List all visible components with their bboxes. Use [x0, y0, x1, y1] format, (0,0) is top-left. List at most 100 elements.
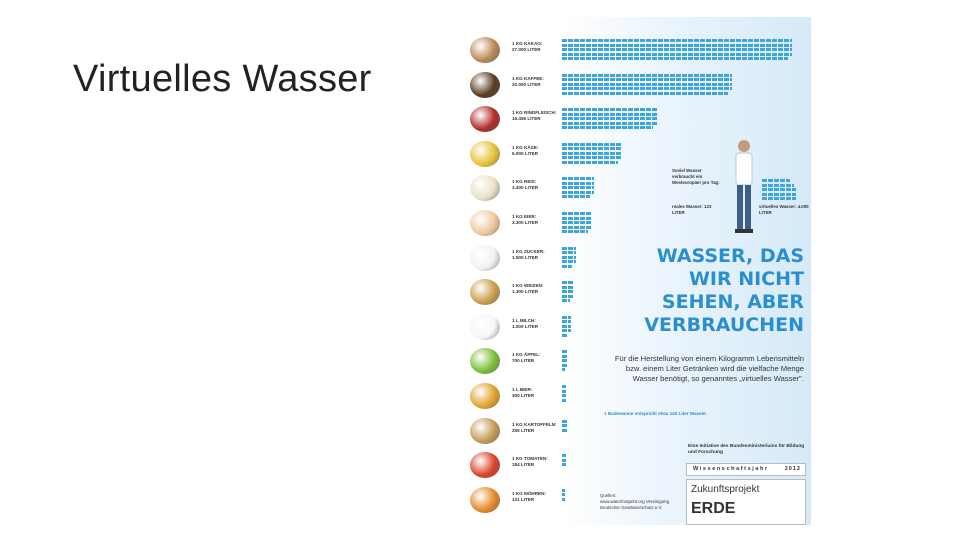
water-bar	[562, 359, 568, 363]
water-bars	[562, 212, 592, 235]
potatoes-icon	[470, 417, 500, 444]
water-bar	[562, 216, 592, 220]
wissenschaftsjahr-label: Wissenschaftsjahr	[693, 466, 769, 472]
headline: WASSER, DAS WIR NICHT SEHEN, ABER VERBRA…	[644, 245, 804, 336]
water-bar	[562, 39, 792, 42]
food-row-coffee: 1 KG KAKAO: 27.000 LITER	[454, 35, 792, 69]
water-bar	[562, 454, 566, 458]
water-bar	[562, 294, 574, 298]
water-bar	[562, 108, 657, 112]
food-label: 1 KG REIS: 3.400 LITER	[512, 179, 539, 191]
water-bar	[562, 488, 565, 492]
water-bar	[562, 221, 592, 224]
poster-image: 1 KG KAKAO: 27.000 LITER 1 KG KAFFEE: 20.00…	[454, 17, 811, 525]
food-row-beef: 1 KG RINDFLEISCH: 15.455 LITER	[454, 104, 657, 138]
coffee-beans-icon	[470, 71, 500, 98]
slide-title: Virtuelles Wasser	[73, 58, 372, 100]
food-label: 1 KG KAFFEE: 20.000 LITER	[512, 75, 544, 87]
water-bars	[562, 73, 732, 97]
bathtub-legend: 1 Badewanne entspricht etwa 140 Liter Wa…	[604, 411, 707, 416]
water-bars	[562, 177, 594, 200]
water-bar	[562, 320, 571, 324]
food-row-cheese: 1 KG KÄSE: 5.000 LITER	[454, 139, 654, 173]
water-bar	[562, 264, 572, 268]
water-bar	[562, 126, 653, 130]
water-bar	[562, 329, 571, 333]
cheese-icon	[470, 140, 500, 167]
water-bar	[562, 493, 565, 497]
water-bar	[562, 285, 574, 289]
water-bar	[562, 463, 566, 467]
water-bar	[562, 363, 568, 367]
water-bar	[562, 117, 657, 121]
beef-icon	[470, 106, 500, 133]
water-bar	[562, 147, 622, 151]
food-row-carrots: 1 KG MÖHREN: 131 LITER	[454, 485, 654, 519]
food-row-apple: 1 KG ÄPFEL: 700 LITER	[454, 346, 654, 380]
water-bar	[562, 281, 574, 285]
water-bars	[562, 419, 567, 443]
food-label: 1 KG WEIZEN: 1.300 LITER	[512, 283, 544, 295]
carrots-icon	[470, 486, 500, 513]
water-bar	[562, 121, 657, 125]
water-bars	[562, 454, 566, 477]
food-label: 1 KG RINDFLEISCH: 15.455 LITER	[512, 110, 557, 122]
sources: Quellen: www.waterfootprint.org Vereinig…	[600, 493, 680, 511]
food-row-sugar: 1 KG ZUCKER: 1.500 LITER	[454, 243, 654, 277]
water-bar	[562, 57, 788, 60]
water-bar	[562, 424, 567, 428]
water-bars	[562, 315, 571, 339]
sources-text: www.waterfootprint.org Vereinigung Deuts…	[600, 499, 670, 510]
milk-icon	[470, 313, 500, 340]
water-bar	[562, 354, 568, 358]
tomatoes-icon	[470, 452, 500, 479]
water-bar	[562, 73, 732, 77]
water-bar	[562, 230, 588, 233]
food-label: 1 L BIER: 300 LITER	[512, 387, 535, 398]
water-bar	[562, 142, 622, 146]
food-row-rice: 1 KG REIS: 3.400 LITER	[454, 173, 654, 207]
food-label: 1 L MILCH: 1.000 LITER	[512, 317, 539, 329]
water-bar	[562, 91, 728, 95]
water-bar	[562, 428, 567, 432]
water-bar	[562, 398, 566, 402]
water-bar	[562, 458, 566, 462]
rice-icon	[470, 175, 500, 202]
water-bar	[562, 350, 568, 354]
water-bars	[562, 246, 576, 270]
water-bar	[562, 497, 565, 501]
year-label: 2012	[784, 466, 801, 472]
water-bar	[562, 419, 567, 423]
real-water-note: reales Wasser: 123 LITER	[672, 204, 712, 215]
water-bar	[562, 260, 576, 264]
water-bar	[562, 82, 732, 86]
water-bar	[562, 160, 618, 164]
water-bar	[562, 333, 567, 337]
food-row-tomatoes: 1 KG TOMATEN: 184 LITER	[454, 450, 654, 484]
food-label: 1 KG ÄPFEL: 700 LITER	[512, 352, 541, 364]
water-bar	[562, 186, 594, 190]
water-bar	[562, 394, 566, 397]
coffee-icon	[470, 37, 500, 63]
food-label: 1 KG KAKAO: 27.000 LITER	[512, 41, 543, 52]
water-bar	[562, 87, 732, 91]
water-bar	[562, 52, 792, 56]
water-bar	[562, 181, 594, 185]
water-bar	[562, 190, 594, 194]
apple-icon	[470, 348, 500, 375]
water-bar	[562, 246, 576, 250]
water-bars	[562, 385, 566, 408]
water-bars	[562, 488, 565, 512]
food-label: 1 KG KÄSE: 5.000 LITER	[512, 144, 539, 156]
water-bar	[562, 78, 732, 82]
water-bars	[562, 39, 792, 62]
person-note: Soviel Wasser verbraucht ein Westeuropäe…	[672, 168, 720, 185]
food-label: 1 KG ZUCKER: 1.500 LITER	[512, 248, 545, 260]
sources-title: Quellen:	[600, 493, 617, 498]
water-bar	[562, 212, 592, 215]
water-bar	[562, 112, 657, 116]
food-row-coffee-beans: 1 KG KAFFEE: 20.000 LITER	[454, 70, 732, 104]
water-bar	[562, 43, 792, 47]
virtual-water-bars	[762, 179, 796, 202]
sugar-icon	[470, 244, 500, 271]
